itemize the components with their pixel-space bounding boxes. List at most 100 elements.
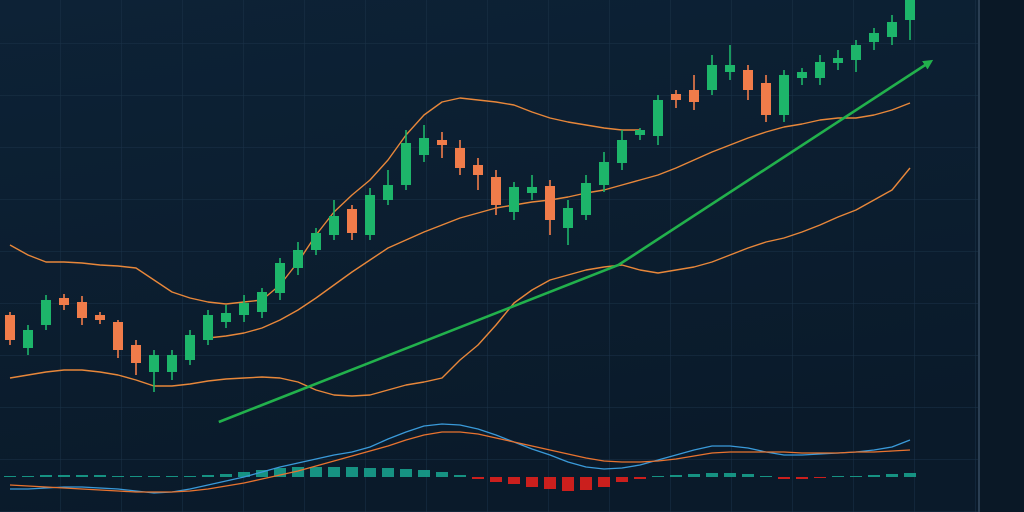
histogram-bar xyxy=(706,473,718,477)
histogram-bar xyxy=(40,475,52,477)
candle-body xyxy=(347,209,357,233)
candle-body xyxy=(185,335,195,360)
candle-body xyxy=(509,187,519,212)
candle-body xyxy=(581,183,591,215)
histogram-bar xyxy=(310,467,322,477)
candle-body xyxy=(167,355,177,372)
candle-body xyxy=(59,298,69,305)
histogram-bar xyxy=(112,476,124,477)
candle-body xyxy=(203,315,213,340)
candle-body xyxy=(743,70,753,90)
band-line xyxy=(9,167,911,397)
candle-body xyxy=(545,186,555,220)
candle-body xyxy=(437,140,447,145)
candle-body xyxy=(707,65,717,90)
candle-body xyxy=(887,22,897,37)
candle-body xyxy=(311,233,321,250)
histogram-bar xyxy=(490,477,502,482)
histogram-bar xyxy=(544,477,556,489)
histogram-bar xyxy=(148,476,160,477)
candle-body xyxy=(401,143,411,185)
candle-body xyxy=(419,138,429,155)
histogram-bar xyxy=(292,467,304,477)
candle-body xyxy=(563,208,573,228)
histogram-bar xyxy=(364,468,376,477)
histogram-bar xyxy=(832,476,844,477)
candle-body xyxy=(113,322,123,350)
candle-body xyxy=(77,302,87,318)
macd-line xyxy=(10,423,911,494)
candle-body xyxy=(689,90,699,102)
histogram-bar xyxy=(400,469,412,477)
histogram-bar xyxy=(652,476,664,477)
histogram-bar xyxy=(904,473,916,477)
candle-body xyxy=(779,75,789,115)
candle-body xyxy=(5,315,15,340)
band-line xyxy=(9,97,640,305)
histogram-bar xyxy=(166,476,178,477)
histogram-bar xyxy=(4,476,16,477)
histogram-bar xyxy=(346,467,358,477)
candle-body xyxy=(527,187,537,193)
histogram-bar xyxy=(526,477,538,487)
candle-body xyxy=(149,355,159,372)
candle-body xyxy=(653,100,663,136)
candle-body xyxy=(617,140,627,163)
histogram-bar xyxy=(76,475,88,477)
histogram-bar xyxy=(850,476,862,477)
candle-body xyxy=(329,216,339,235)
candle-body xyxy=(797,72,807,78)
histogram-bar xyxy=(796,477,808,479)
histogram-bar xyxy=(634,477,646,479)
histogram-bar xyxy=(508,477,520,484)
candle-body xyxy=(275,263,285,293)
band-line xyxy=(207,102,911,339)
candle-body xyxy=(635,130,645,135)
candle-body xyxy=(761,83,771,115)
candle-body xyxy=(365,195,375,235)
candle-body xyxy=(851,45,861,60)
candle-body xyxy=(95,315,105,320)
histogram-bar xyxy=(256,470,268,477)
candle-body xyxy=(221,313,231,322)
candle-body xyxy=(455,148,465,168)
histogram-bar xyxy=(328,467,340,477)
histogram-bar xyxy=(580,477,592,490)
histogram-bar xyxy=(22,476,34,477)
histogram-bar xyxy=(598,477,610,487)
histogram-bar xyxy=(778,477,790,479)
candle-body xyxy=(815,62,825,78)
histogram-bar xyxy=(562,477,574,491)
candle-body xyxy=(599,162,609,185)
candle-body xyxy=(833,58,843,63)
candle-body xyxy=(671,94,681,100)
histogram-bar xyxy=(94,475,106,477)
histogram-bar xyxy=(238,472,250,477)
grid xyxy=(0,0,978,512)
histogram-bar xyxy=(670,475,682,477)
histogram-bar xyxy=(454,475,466,477)
side-panel xyxy=(978,0,1024,512)
candle-body xyxy=(239,303,249,315)
candle-body xyxy=(293,250,303,268)
candle-body xyxy=(23,330,33,348)
histogram-bar xyxy=(274,468,286,477)
histogram-bar xyxy=(868,475,880,477)
candle-body xyxy=(131,345,141,363)
candle-body xyxy=(257,292,267,312)
histogram-bar xyxy=(220,474,232,477)
histogram-bar xyxy=(436,472,448,477)
histogram-bar xyxy=(760,476,772,477)
candle-body xyxy=(725,65,735,72)
histogram-bar xyxy=(688,474,700,477)
candle-body xyxy=(383,185,393,200)
candle-body xyxy=(41,300,51,325)
candle-body xyxy=(491,177,501,205)
histogram-bar xyxy=(382,468,394,477)
trend-line xyxy=(218,59,934,424)
macd-line xyxy=(9,431,911,493)
histogram-bar xyxy=(58,475,70,477)
candle-body xyxy=(869,33,879,42)
histogram-bar xyxy=(202,475,214,477)
